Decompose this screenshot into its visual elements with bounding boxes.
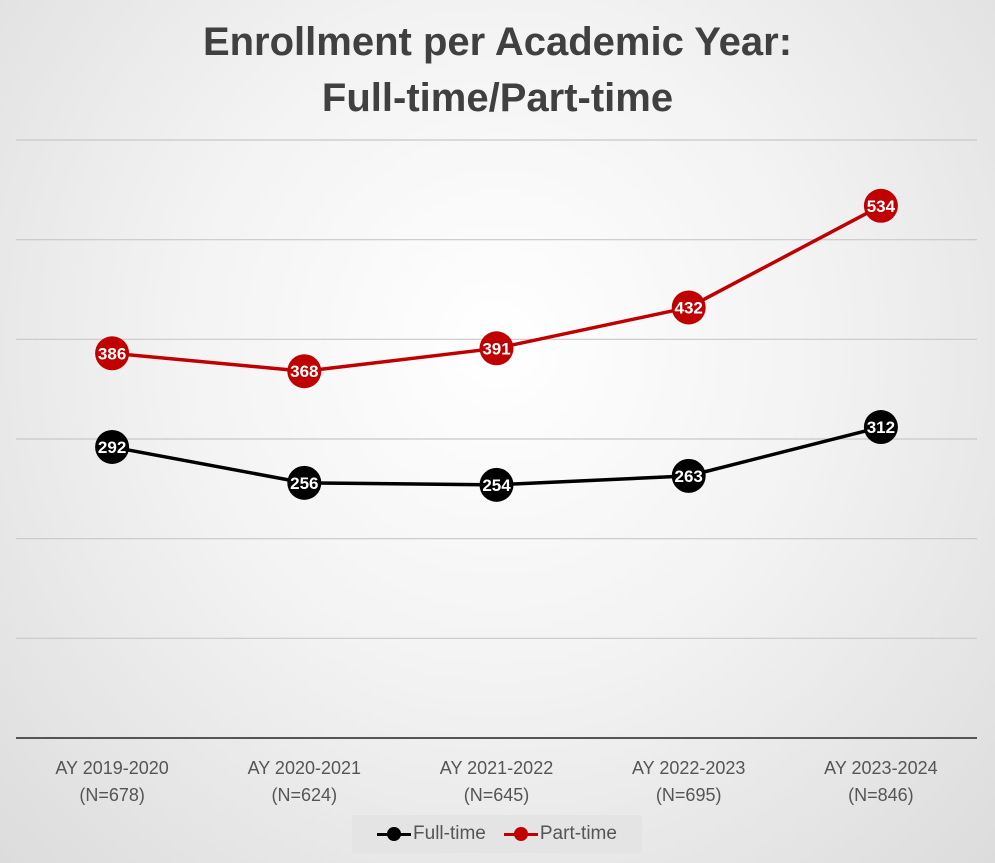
- marker-1-2: [479, 331, 514, 366]
- x-tick-label-3: AY 2022-2023: [632, 758, 745, 778]
- marker-1-0: [95, 336, 130, 371]
- chart-title-line-1: Enrollment per Academic Year:: [202, 20, 793, 64]
- data-label-0-2: 254: [482, 476, 511, 495]
- data-label-1-1: 368: [290, 362, 318, 381]
- x-tick-label-4: AY 2023-2024: [824, 758, 937, 778]
- legend-item-part-time: Part-time: [503, 823, 617, 845]
- marker-1-3: [671, 290, 706, 325]
- chart-title-line-2: Full-time/Part-time: [321, 76, 674, 120]
- data-label-0-4: 312: [867, 418, 895, 437]
- data-label-0-3: 263: [675, 467, 703, 486]
- x-tick-label-1-n: (N=624): [272, 785, 338, 805]
- x-tick-label-0: AY 2019-2020: [55, 758, 168, 778]
- chart-title: Enrollment per Academic Year: Full-time/…: [0, 14, 995, 126]
- data-label-1-0: 386: [98, 344, 126, 363]
- marker-0-1: [287, 465, 322, 500]
- marker-1-4: [863, 188, 898, 223]
- x-tick-label-2-n: (N=645): [464, 785, 530, 805]
- data-label-1-3: 432: [675, 298, 703, 317]
- legend: Full-time Part-time: [352, 815, 642, 853]
- marker-0-0: [95, 429, 130, 464]
- marker-1-1: [287, 354, 322, 389]
- marker-0-2: [479, 467, 514, 502]
- x-tick-label-3-n: (N=695): [656, 785, 722, 805]
- x-tick-label-2: AY 2021-2022: [440, 758, 553, 778]
- x-tick-label-0-n: (N=678): [79, 785, 145, 805]
- legend-swatch-full-time: [377, 826, 412, 842]
- marker-0-4: [863, 410, 898, 445]
- legend-swatch-part-time: [503, 826, 538, 842]
- data-label-0-0: 292: [98, 438, 126, 457]
- x-tick-label-1: AY 2020-2021: [248, 758, 361, 778]
- legend-label-full-time: Full-time: [413, 823, 486, 844]
- marker-0-3: [671, 458, 706, 493]
- data-label-1-4: 534: [867, 197, 896, 216]
- legend-item-full-time: Full-time: [377, 823, 486, 845]
- data-label-1-2: 391: [482, 339, 510, 358]
- x-tick-label-4-n: (N=846): [848, 785, 914, 805]
- data-label-0-1: 256: [290, 474, 318, 493]
- legend-label-part-time: Part-time: [539, 823, 617, 844]
